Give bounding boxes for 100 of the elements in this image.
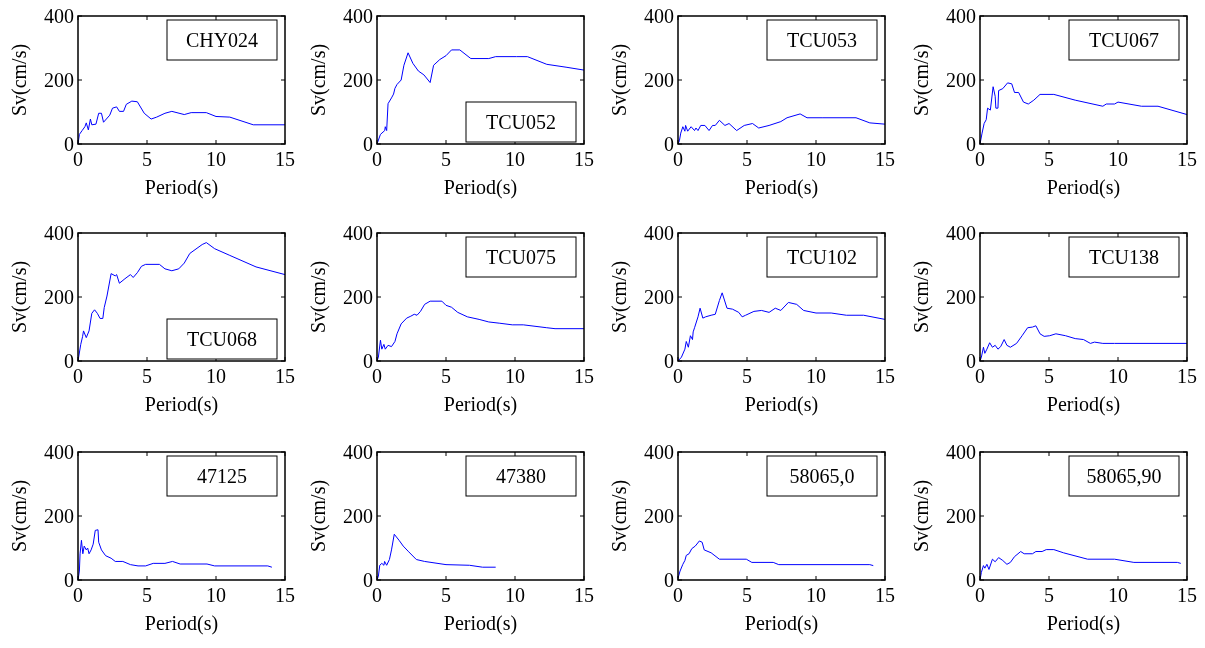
x-tick-label: 10 <box>1108 365 1128 387</box>
y-tick-label: 400 <box>644 222 674 244</box>
x-tick-label: 15 <box>275 584 295 606</box>
y-tick-label: 0 <box>966 133 976 155</box>
y-tick-label: 400 <box>44 222 74 244</box>
y-tick-label: 200 <box>644 505 674 527</box>
y-tick-label: 200 <box>343 69 373 91</box>
text: 47125 <box>197 465 247 487</box>
y-axis-title: Sv(cm/s) <box>307 479 330 553</box>
series-label: TCU102 <box>787 246 857 268</box>
text: TCU067 <box>1089 29 1159 51</box>
x-axis-title: Period(s) <box>1046 393 1121 416</box>
y-axis-title: Sv(cm/s) <box>608 43 631 117</box>
y-tick-label: 0 <box>64 569 74 591</box>
y-tick-label: 0 <box>363 569 373 591</box>
x-axis-title: Period(s) <box>744 393 819 416</box>
y-tick-label: 200 <box>343 286 373 308</box>
x-axis-title: Period(s) <box>144 393 219 416</box>
y-axis-title: Sv(cm/s) <box>307 43 330 117</box>
x-axis-title: Period(s) <box>744 612 819 635</box>
x-tick-label: 5 <box>1044 365 1054 387</box>
x-tick-label: 10 <box>806 148 826 170</box>
x-tick-label: 15 <box>275 148 295 170</box>
x-tick-label: 5 <box>1044 148 1054 170</box>
y-tick-label: 0 <box>363 133 373 155</box>
x-tick-label: 15 <box>1177 148 1197 170</box>
x-tick-label: 10 <box>206 584 226 606</box>
text: 58065,90 <box>1086 465 1162 487</box>
y-axis-title: Sv(cm/s) <box>8 260 31 334</box>
x-tick-label: 15 <box>1177 365 1197 387</box>
y-tick-label: 0 <box>363 350 373 372</box>
text: 47380 <box>496 465 546 487</box>
x-tick-label: 10 <box>206 365 226 387</box>
y-axis-title: Sv(cm/s) <box>608 479 631 553</box>
y-tick-label: 200 <box>44 286 74 308</box>
y-tick-label: 200 <box>946 69 976 91</box>
y-tick-label: 400 <box>44 441 74 463</box>
y-tick-label: 0 <box>664 350 674 372</box>
y-tick-label: 400 <box>946 441 976 463</box>
y-tick-label: 0 <box>64 350 74 372</box>
x-tick-label: 15 <box>574 365 594 387</box>
y-tick-label: 400 <box>343 441 373 463</box>
x-tick-label: 15 <box>875 365 895 387</box>
x-tick-label: 5 <box>441 584 451 606</box>
line-series <box>979 325 1188 362</box>
x-tick-label: 10 <box>806 365 826 387</box>
x-tick-label: 5 <box>1044 584 1054 606</box>
text: 58065,0 <box>789 465 855 487</box>
line-series <box>376 533 497 581</box>
line-series <box>376 300 585 362</box>
x-tick-label: 10 <box>1108 148 1128 170</box>
x-tick-label: 10 <box>505 148 525 170</box>
text: TCU068 <box>187 328 257 350</box>
text: CHY024 <box>185 29 259 51</box>
y-axis-title: Sv(cm/s) <box>608 260 631 334</box>
y-tick-label: 400 <box>343 222 373 244</box>
line-series <box>376 49 585 145</box>
y-axis-title: Sv(cm/s) <box>910 479 933 553</box>
x-axis-title: Period(s) <box>443 612 518 635</box>
y-axis-title: Sv(cm/s) <box>910 43 933 117</box>
line-series <box>677 292 886 362</box>
x-tick-label: 15 <box>574 584 594 606</box>
x-tick-label: 15 <box>1177 584 1197 606</box>
y-tick-label: 400 <box>644 441 674 463</box>
y-tick-label: 200 <box>44 69 74 91</box>
y-tick-label: 0 <box>966 569 976 591</box>
text: TCU075 <box>486 246 556 268</box>
y-tick-label: 200 <box>644 286 674 308</box>
y-tick-label: 200 <box>44 505 74 527</box>
x-axis-title: Period(s) <box>1046 612 1121 635</box>
x-tick-label: 5 <box>441 365 451 387</box>
x-axis-title: Period(s) <box>443 176 518 199</box>
y-tick-label: 400 <box>946 222 976 244</box>
y-axis-title: Sv(cm/s) <box>910 260 933 334</box>
y-tick-label: 200 <box>343 505 373 527</box>
x-tick-label: 15 <box>574 148 594 170</box>
x-tick-label: 15 <box>875 584 895 606</box>
x-tick-label: 10 <box>806 584 826 606</box>
x-tick-label: 10 <box>505 584 525 606</box>
x-axis-title: Period(s) <box>443 393 518 416</box>
x-axis-title: Period(s) <box>1046 176 1121 199</box>
x-tick-label: 15 <box>275 365 295 387</box>
text: TCU053 <box>787 29 857 51</box>
x-tick-label: 5 <box>142 148 152 170</box>
x-tick-label: 5 <box>441 148 451 170</box>
x-axis-title: Period(s) <box>144 612 219 635</box>
y-axis-title: Sv(cm/s) <box>8 479 31 553</box>
text: TCU052 <box>486 111 556 133</box>
y-tick-label: 400 <box>44 5 74 27</box>
y-tick-label: 400 <box>946 5 976 27</box>
y-axis-title: Sv(cm/s) <box>307 260 330 334</box>
y-tick-label: 400 <box>644 5 674 27</box>
y-tick-label: 200 <box>946 286 976 308</box>
x-tick-label: 5 <box>142 365 152 387</box>
x-tick-label: 5 <box>742 584 752 606</box>
y-tick-label: 400 <box>343 5 373 27</box>
y-axis-title: Sv(cm/s) <box>8 43 31 117</box>
y-tick-label: 200 <box>946 505 976 527</box>
x-tick-label: 10 <box>1108 584 1128 606</box>
x-tick-label: 10 <box>206 148 226 170</box>
